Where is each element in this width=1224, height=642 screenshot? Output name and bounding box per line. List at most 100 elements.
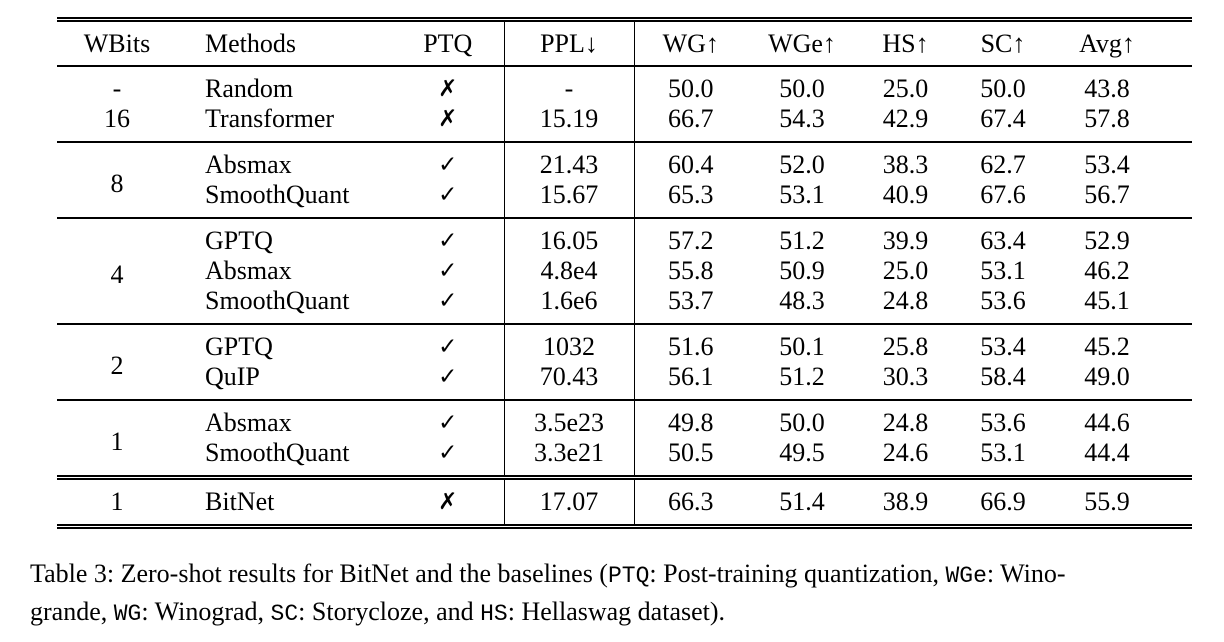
cell-method: GPTQ: [177, 323, 392, 362]
cell-hs: 24.8: [882, 286, 929, 315]
table-caption: Table 3: Zero-shot results for BitNet an…: [30, 556, 1196, 632]
check-icon: ✓: [392, 141, 504, 180]
cell-avg: 55.9: [1052, 475, 1192, 529]
caption-text: : Winograd,: [141, 597, 271, 626]
cell-wge: 54.3: [779, 104, 825, 133]
cell-wbits: 4: [57, 217, 177, 324]
cell-sc: 50.0: [980, 74, 1026, 103]
table-row: SmoothQuant ✓ 1.6e6 53.7 48.3 24.8 53.6 45.1: [57, 286, 1192, 324]
results-table-body: - Random ✗ -50.0 50.0 25.0 50.0 43.8 16 Transform…: [57, 66, 1192, 529]
check-icon: ✓: [392, 399, 504, 438]
cell-method: QuIP: [205, 362, 260, 391]
check-icon: ✓: [392, 217, 504, 256]
caption-mono-token: HS: [480, 601, 508, 627]
check-icon: ✓: [392, 323, 504, 362]
cell-method: Absmax: [177, 141, 392, 180]
column-header-sc: SC↑: [954, 17, 1052, 67]
cell-avg: 53.4: [1052, 141, 1192, 180]
cell-method: Random: [205, 74, 294, 103]
cell-avg: 44.4: [1084, 438, 1130, 467]
cell-wbits: 1: [57, 399, 177, 478]
table-row: 8 Absmax ✓ 21.43 60.4 52.0 38.3 62.7 53.4: [57, 141, 1192, 218]
cell-method: Absmax: [205, 256, 292, 285]
check-icon: ✓: [438, 288, 458, 314]
results-table: WBits Methods PTQ PPL↓ WG↑ WGe↑ HS↑ SC↑ Avg↑ - Ra…: [57, 17, 1192, 529]
cell-wg: 60.4: [633, 141, 747, 180]
cell-wge: 52.0: [747, 141, 857, 180]
cell-ppl: 1032: [503, 323, 634, 362]
cell-ppl: 16.05: [503, 217, 634, 256]
cell-ppl: 3.5e23: [503, 399, 634, 438]
cell-method: SmoothQuant: [205, 180, 350, 209]
cell-hs: 38.9: [857, 475, 954, 529]
caption-text: Table 3: Zero-shot results for BitNet an…: [30, 559, 608, 588]
table-row: 1 Absmax ✓ 3.5e23 49.8 50.0 24.8 53.6 44.6: [57, 399, 1192, 478]
cell-wbits: 8: [57, 141, 177, 218]
cell-hs: 38.3: [857, 141, 954, 180]
cell-wg: 57.2: [633, 217, 747, 256]
cell-avg: 57.8: [1084, 104, 1130, 133]
table-row: 1 BitNet ✗ 17.07 66.3 51.4 38.9 66.9 55.9: [57, 475, 1192, 529]
cell-wg: 56.1: [633, 362, 747, 400]
cell-ppl: 1.6e6: [503, 286, 634, 324]
cell-wg: 66.3: [633, 475, 747, 529]
table-row: SmoothQuant ✓ 3.3e21 50.5 49.5 24.6 53.1 44.4: [57, 438, 1192, 478]
cell-wg: 53.7: [633, 286, 747, 324]
table-row: 2 GPTQ ✓ 1032 51.6 50.1 25.8 53.4 45.2: [57, 323, 1192, 400]
cell-ppl: 70.43: [503, 362, 634, 400]
cell-method: SmoothQuant: [205, 438, 350, 467]
cell-wbits: 16: [104, 104, 130, 133]
caption-text: : Wino-: [986, 559, 1066, 588]
cell-wge: 51.2: [747, 217, 857, 256]
column-header-method: Methods: [177, 17, 392, 67]
cell-ppl: 4.8e4: [503, 256, 634, 286]
cell-sc: 63.4: [954, 217, 1052, 256]
cell-wge: 50.1: [747, 323, 857, 362]
cell-wbits: 2: [57, 323, 177, 400]
cell-wge: 51.4: [747, 475, 857, 529]
paper-page: WBits Methods PTQ PPL↓ WG↑ WGe↑ HS↑ SC↑ Avg↑ - Ra…: [0, 17, 1224, 642]
table-row: QuIP ✓ 70.43 56.1 51.2 30.3 58.4 49.0: [57, 362, 1192, 400]
table-row: 16 Transformer ✗ 15.19 66.7 54.3 42.9 67.4 57.8: [57, 104, 1192, 142]
cell-method: GPTQ: [177, 217, 392, 256]
cell-wge: 50.0: [779, 74, 825, 103]
cell-wge: 51.2: [779, 362, 825, 391]
cell-hs: 39.9: [857, 217, 954, 256]
cell-method: Absmax: [177, 399, 392, 438]
cell-sc: 67.4: [980, 104, 1026, 133]
cell-avg: 44.6: [1052, 399, 1192, 438]
column-header-wg: WG↑: [633, 17, 747, 67]
caption-text: : Hellaswag dataset).: [507, 597, 726, 626]
cell-hs: 30.3: [882, 362, 929, 391]
cell-hs: 42.9: [882, 104, 929, 133]
check-icon: ✓: [438, 364, 458, 390]
cell-hs: 25.0: [882, 256, 929, 285]
cell-hs: 24.8: [857, 399, 954, 438]
cell-ppl: 17.07: [503, 475, 634, 529]
column-header-hs: HS↑: [857, 17, 954, 67]
cell-wg: 65.3: [633, 180, 747, 218]
column-header-wge: WGe↑: [747, 17, 857, 67]
cell-wg: 49.8: [633, 399, 747, 438]
cell-sc: 53.6: [980, 286, 1026, 315]
cell-avg: 46.2: [1084, 256, 1130, 285]
cell-method: BitNet: [177, 475, 392, 529]
caption-text: : Storycloze, and: [298, 597, 481, 626]
cell-wge: 53.1: [779, 180, 825, 209]
cell-wbits: 1: [57, 475, 177, 529]
cell-wg: 55.8: [633, 256, 747, 286]
cell-wbits: -: [112, 74, 122, 103]
cell-wg: 66.7: [633, 104, 747, 142]
cell-avg: 56.7: [1084, 180, 1130, 209]
check-icon: ✓: [438, 258, 458, 284]
table-row: Absmax ✓ 4.8e4 55.8 50.9 25.0 53.1 46.2: [57, 256, 1192, 286]
cell-hs: 25.0: [882, 74, 929, 103]
cross-icon: ✗: [438, 76, 458, 102]
cell-sc: 53.1: [980, 438, 1026, 467]
cell-method: SmoothQuant: [205, 286, 350, 315]
cell-sc: 66.9: [954, 475, 1052, 529]
cell-avg: 45.2: [1052, 323, 1192, 362]
cross-icon: ✗: [438, 106, 458, 132]
cell-hs: 24.6: [882, 438, 929, 467]
cell-ppl: -: [503, 66, 634, 104]
